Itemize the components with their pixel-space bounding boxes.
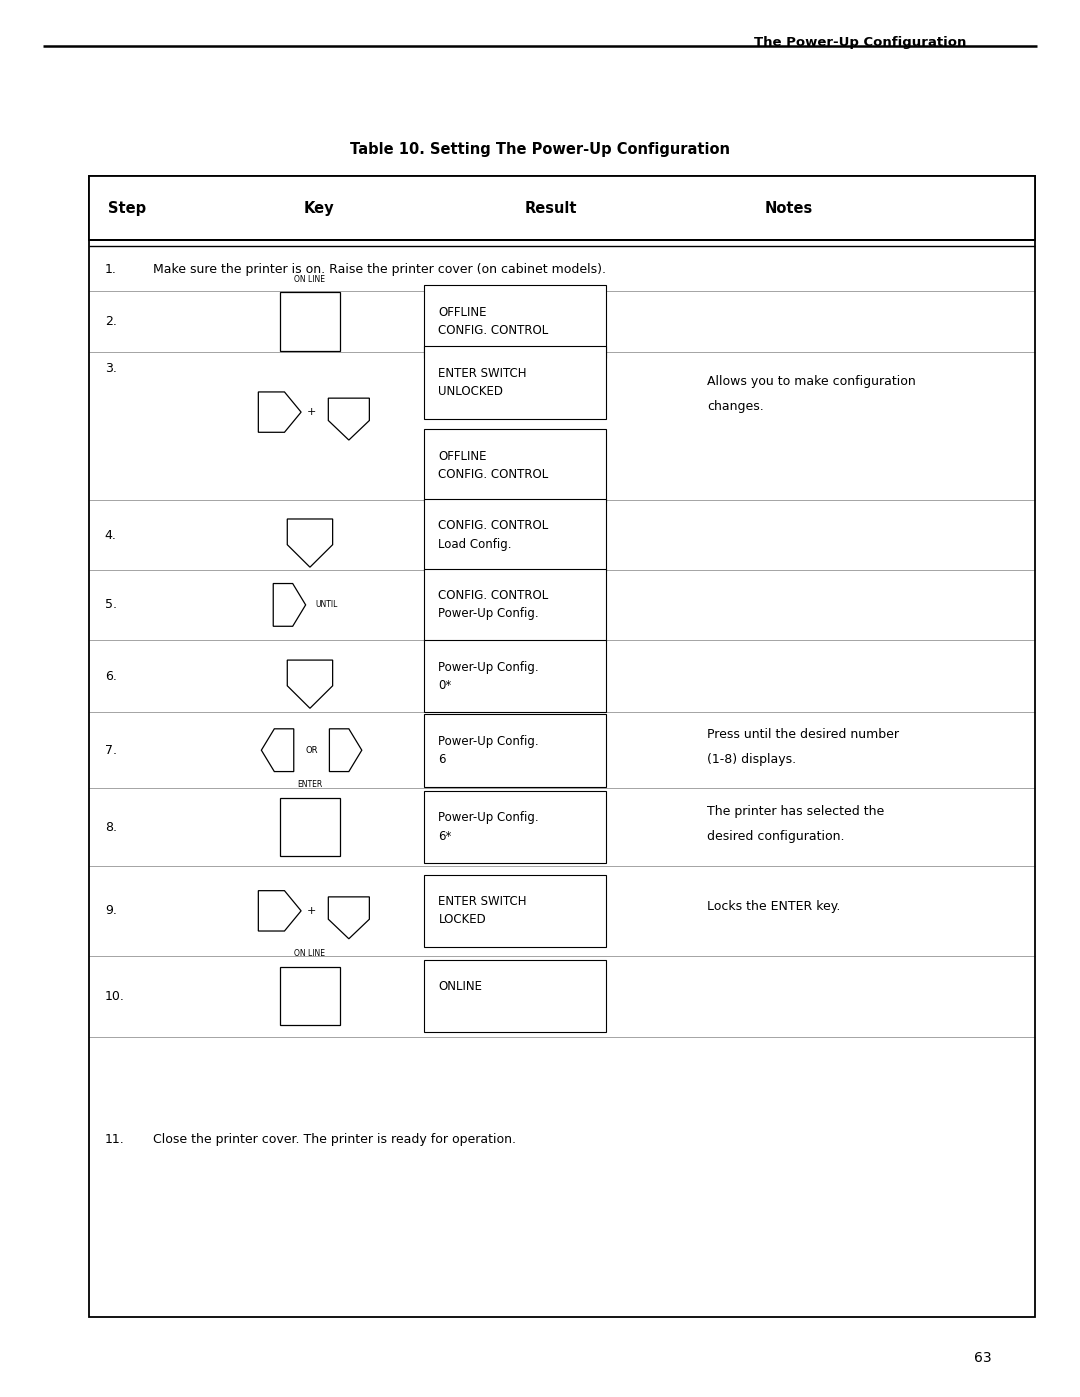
FancyBboxPatch shape xyxy=(424,346,606,419)
FancyBboxPatch shape xyxy=(424,714,606,787)
Text: 4.: 4. xyxy=(105,528,117,542)
Text: 0*: 0* xyxy=(438,679,451,692)
Polygon shape xyxy=(329,729,362,771)
Polygon shape xyxy=(287,520,333,567)
Text: 7.: 7. xyxy=(105,743,117,757)
Text: 63: 63 xyxy=(974,1351,991,1365)
Text: Make sure the printer is on. Raise the printer cover (on cabinet models).: Make sure the printer is on. Raise the p… xyxy=(153,263,606,277)
Text: Power-Up Config.: Power-Up Config. xyxy=(438,661,539,673)
Text: ENTER SWITCH: ENTER SWITCH xyxy=(438,367,527,380)
Text: +: + xyxy=(307,407,315,418)
Text: Press until the desired number: Press until the desired number xyxy=(707,728,900,742)
FancyBboxPatch shape xyxy=(424,429,606,502)
Text: Locks the ENTER key.: Locks the ENTER key. xyxy=(707,900,840,914)
Text: Allows you to make configuration: Allows you to make configuration xyxy=(707,374,916,388)
FancyBboxPatch shape xyxy=(89,176,1035,1317)
FancyBboxPatch shape xyxy=(280,292,339,351)
Text: CONFIG. CONTROL: CONFIG. CONTROL xyxy=(438,590,549,602)
Text: CONFIG. CONTROL: CONFIG. CONTROL xyxy=(438,520,549,532)
Text: 11.: 11. xyxy=(105,1133,124,1147)
Text: UNTIL: UNTIL xyxy=(315,601,338,609)
Text: 6*: 6* xyxy=(438,830,451,842)
Polygon shape xyxy=(258,393,301,432)
Text: +: + xyxy=(307,905,315,916)
Text: 2.: 2. xyxy=(105,314,117,328)
Text: Close the printer cover. The printer is ready for operation.: Close the printer cover. The printer is … xyxy=(153,1133,516,1147)
Text: changes.: changes. xyxy=(707,400,765,414)
Text: UNLOCKED: UNLOCKED xyxy=(438,386,503,398)
Polygon shape xyxy=(328,398,369,440)
Text: 6: 6 xyxy=(438,753,446,766)
Text: Result: Result xyxy=(525,201,577,215)
Text: CONFIG. CONTROL: CONFIG. CONTROL xyxy=(438,324,549,337)
FancyBboxPatch shape xyxy=(424,569,606,641)
Text: 1.: 1. xyxy=(105,263,117,277)
Text: 10.: 10. xyxy=(105,989,124,1003)
Text: 3.: 3. xyxy=(105,362,117,376)
Text: 9.: 9. xyxy=(105,904,117,918)
Text: Power-Up Config.: Power-Up Config. xyxy=(438,812,539,824)
Text: CONFIG. CONTROL: CONFIG. CONTROL xyxy=(438,468,549,481)
Text: ENTER SWITCH: ENTER SWITCH xyxy=(438,895,527,908)
Text: Table 10. Setting The Power-Up Configuration: Table 10. Setting The Power-Up Configura… xyxy=(350,142,730,156)
FancyBboxPatch shape xyxy=(280,798,339,856)
Polygon shape xyxy=(328,897,369,939)
FancyBboxPatch shape xyxy=(89,176,1035,240)
Text: The Power-Up Configuration: The Power-Up Configuration xyxy=(754,36,967,49)
FancyBboxPatch shape xyxy=(424,791,606,863)
FancyBboxPatch shape xyxy=(280,967,339,1025)
Text: The printer has selected the: The printer has selected the xyxy=(707,805,885,819)
Text: Key: Key xyxy=(303,201,334,215)
Text: Load Config.: Load Config. xyxy=(438,538,512,550)
Text: Power-Up Config.: Power-Up Config. xyxy=(438,735,539,747)
Text: ON LINE: ON LINE xyxy=(295,275,325,284)
FancyBboxPatch shape xyxy=(424,960,606,1032)
Text: LOCKED: LOCKED xyxy=(438,914,486,926)
FancyBboxPatch shape xyxy=(424,875,606,947)
Text: OR: OR xyxy=(306,746,319,754)
Text: desired configuration.: desired configuration. xyxy=(707,830,845,844)
Text: Step: Step xyxy=(108,201,147,215)
Text: ONLINE: ONLINE xyxy=(438,981,483,993)
Polygon shape xyxy=(258,891,301,930)
FancyBboxPatch shape xyxy=(424,285,606,358)
Text: OFFLINE: OFFLINE xyxy=(438,450,487,462)
Text: 5.: 5. xyxy=(105,598,117,612)
Text: (1-8) displays.: (1-8) displays. xyxy=(707,753,797,767)
Text: ON LINE: ON LINE xyxy=(295,950,325,958)
Polygon shape xyxy=(287,661,333,708)
Text: 6.: 6. xyxy=(105,669,117,683)
Text: ENTER: ENTER xyxy=(297,781,323,789)
FancyBboxPatch shape xyxy=(424,640,606,712)
FancyBboxPatch shape xyxy=(424,499,606,571)
Text: OFFLINE: OFFLINE xyxy=(438,306,487,319)
Text: Power-Up Config.: Power-Up Config. xyxy=(438,608,539,620)
Polygon shape xyxy=(261,729,294,771)
Polygon shape xyxy=(273,584,306,626)
Text: Notes: Notes xyxy=(765,201,812,215)
Text: 8.: 8. xyxy=(105,820,117,834)
